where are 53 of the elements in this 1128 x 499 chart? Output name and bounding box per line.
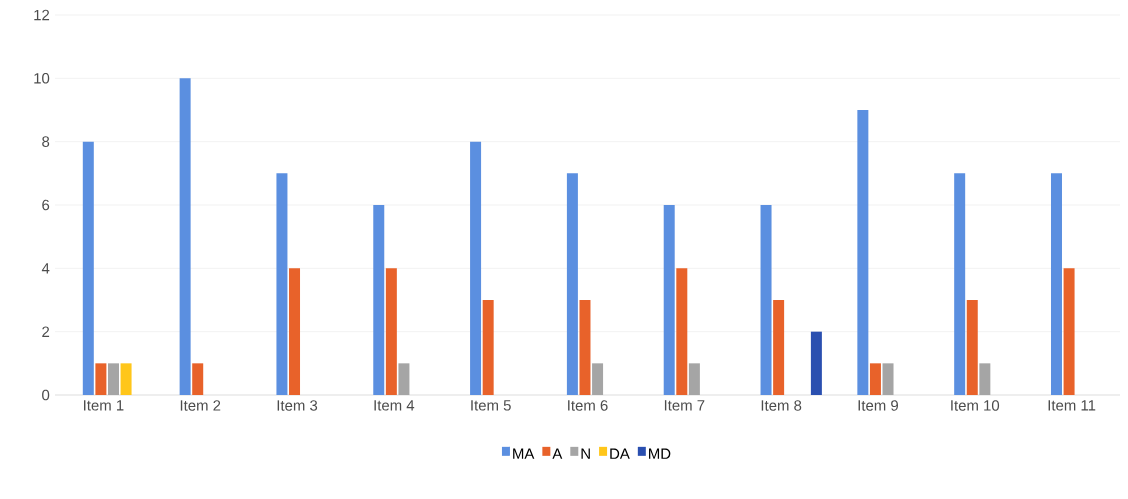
bar (810, 331, 822, 395)
x-tick-label: Item 6 (568, 400, 608, 411)
bar (966, 300, 978, 395)
bar (385, 268, 397, 395)
y-tick-label: 10 (34, 73, 50, 84)
bar (120, 363, 132, 395)
bar (192, 363, 204, 395)
bar (979, 363, 991, 395)
bar (470, 141, 482, 395)
x-tick-label: Item 10 (951, 400, 1000, 411)
bar (1050, 173, 1062, 395)
y-tick-label: 2 (42, 326, 50, 337)
bar (592, 363, 604, 395)
bar (773, 300, 785, 395)
legend-label: MA (513, 448, 535, 459)
bar (566, 173, 578, 395)
x-tick-label: Item 5 (471, 400, 511, 411)
bar (579, 300, 591, 395)
bar (1063, 268, 1075, 395)
bar (882, 363, 894, 395)
legend-label: MD (649, 448, 671, 459)
x-tick-label: Item 8 (761, 400, 802, 411)
y-tick-label: 6 (42, 199, 50, 211)
legend-label: DA (610, 448, 630, 459)
bar (857, 110, 869, 395)
bar (688, 363, 700, 395)
bar (482, 300, 494, 395)
x-tick-label: Item 2 (180, 400, 221, 411)
y-tick-label: 0 (42, 389, 50, 401)
bar (95, 363, 107, 395)
bar (179, 78, 191, 395)
x-tick-label: Item 4 (374, 400, 415, 411)
y-tick-label: 12 (34, 9, 50, 21)
bar (676, 268, 688, 395)
bar (107, 363, 119, 395)
bar (760, 205, 772, 395)
bar (869, 363, 881, 395)
x-tick-label: Item 9 (858, 400, 898, 411)
bar (276, 173, 288, 395)
x-tick-label: Item 1 (84, 400, 124, 411)
bar (373, 205, 385, 395)
bar (289, 268, 301, 395)
x-tick-label: Item 7 (664, 400, 705, 411)
bar (398, 363, 410, 395)
bar (954, 173, 966, 395)
x-tick-label: Item 11 (1048, 400, 1096, 411)
y-tick-label: 4 (41, 263, 50, 274)
x-tick-label: Item 3 (277, 400, 318, 411)
bar (82, 141, 94, 395)
legend-label: A (552, 448, 563, 459)
legend-label: N (581, 448, 590, 459)
bar (663, 205, 675, 395)
y-tick-label: 8 (42, 136, 50, 147)
